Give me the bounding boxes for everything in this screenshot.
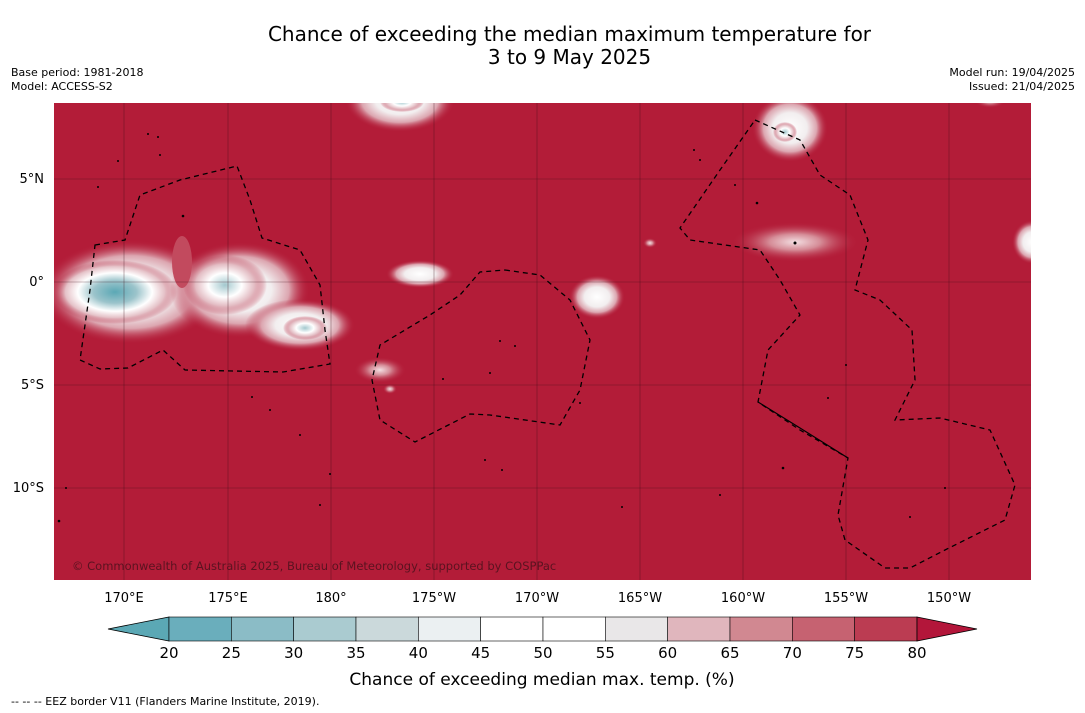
- colorbar-tick-labels: 20 25 30 35 40 45 50 55 60 65 70 75 80: [159, 644, 926, 662]
- meta-right: Model run: 19/04/2025 Issued: 21/04/2025: [949, 66, 1075, 94]
- colorbar-bin-75-80: [854, 616, 918, 642]
- lon-label-150w: 150°W: [927, 591, 971, 606]
- lat-label-5s: 5°S: [21, 378, 44, 393]
- meta-left: Base period: 1981-2018 Model: ACCESS-S2: [11, 66, 143, 94]
- anomaly-blob-teal-northeast: [773, 122, 797, 142]
- colorbar-bins: [168, 616, 918, 642]
- lon-label-175w: 175°W: [412, 591, 456, 606]
- issued-text: Issued: 21/04/2025: [968, 80, 1075, 93]
- colorbar-tick-35: 35: [346, 644, 365, 662]
- lon-label-175e: 175°E: [208, 591, 248, 606]
- colorbar-extend-high: [916, 616, 978, 642]
- model-text: Model: ACCESS-S2: [11, 80, 113, 93]
- lat-label-5n: 5°N: [20, 172, 45, 187]
- colorbar-bin-65-70: [729, 616, 793, 642]
- longitude-labels: 170°E 175°E 180° 175°W 170°W 165°W 160°W…: [104, 591, 971, 606]
- lat-label-10s: 10°S: [13, 481, 44, 496]
- colorbar-extend-low: [107, 616, 170, 642]
- colorbar-title: Chance of exceeding median max. temp. (%…: [349, 670, 734, 690]
- colorbar: 20 25 30 35 40 45 50 55 60 65 70 75 80 Chance of exc…: [107, 616, 978, 690]
- anomaly-field: © Commonwealth of Australia 2025, Bureau…: [54, 103, 1031, 580]
- colorbar-bin-55-60: [605, 616, 668, 642]
- colorbar-bin-70-75: [792, 616, 855, 642]
- graticule: [54, 103, 1031, 580]
- lon-label-170e: 170°E: [104, 591, 144, 606]
- map-title-line1: Chance of exceeding the median maximum t…: [267, 22, 872, 46]
- lon-label-165w: 165°W: [618, 591, 662, 606]
- colorbar-tick-50: 50: [533, 644, 552, 662]
- base-period-text: Base period: 1981-2018: [11, 66, 144, 79]
- eez-borders: [79, 119, 1016, 569]
- eez-footnote: -- -- -- EEZ border V11 (Flanders Marine…: [11, 695, 320, 708]
- island-markers: [57, 133, 946, 523]
- lon-label-170w: 170°W: [515, 591, 559, 606]
- colorbar-bin-60-65: [667, 616, 731, 642]
- colorbar-bin-25-30: [231, 616, 294, 642]
- anomaly-blob-pink-1: [354, 357, 406, 383]
- latitude-labels: 5°N 0° 5°S 10°S: [13, 172, 44, 496]
- anomaly-blob-edge-east: [1012, 220, 1031, 264]
- lon-label-155w: 155°W: [824, 591, 868, 606]
- colorbar-bin-50-55: [542, 616, 606, 642]
- anomaly-blob-top: [345, 103, 455, 132]
- map-title-line2: 3 to 9 May 2025: [487, 45, 652, 69]
- colorbar-tick-55: 55: [596, 644, 615, 662]
- colorbar-bin-35-40: [355, 616, 419, 642]
- model-run-text: Model run: 19/04/2025: [949, 66, 1075, 79]
- colorbar-bin-45-50: [480, 616, 544, 642]
- lon-label-160w: 160°W: [721, 591, 765, 606]
- colorbar-tick-75: 75: [845, 644, 864, 662]
- map-background: [54, 103, 1031, 580]
- anomaly-blob-teal-central: [183, 255, 267, 315]
- lat-label-0: 0°: [29, 275, 44, 290]
- anomaly-blob-pink-3: [643, 238, 657, 248]
- colorbar-tick-20: 20: [159, 644, 178, 662]
- colorbar-bin-20-25: [168, 616, 232, 642]
- anomaly-red-intrusion: [172, 236, 192, 288]
- colorbar-tick-70: 70: [783, 644, 802, 662]
- colorbar-tick-30: 30: [284, 644, 303, 662]
- colorbar-tick-65: 65: [720, 644, 739, 662]
- colorbar-tick-40: 40: [409, 644, 428, 662]
- colorbar-bin-40-45: [418, 616, 481, 642]
- anomaly-blob-eq-2: [569, 275, 625, 319]
- colorbar-tick-45: 45: [471, 644, 490, 662]
- anomaly-blob-pink-4: [975, 103, 1005, 108]
- colorbar-tick-60: 60: [658, 644, 677, 662]
- anomaly-blob-eq-1: [386, 260, 454, 288]
- anomaly-blob-teal-south: [283, 316, 327, 340]
- lon-label-180: 180°: [315, 591, 346, 606]
- copyright-text: © Commonwealth of Australia 2025, Bureau…: [72, 559, 556, 573]
- eez-solid-segment: [757, 401, 849, 459]
- colorbar-tick-25: 25: [222, 644, 241, 662]
- anomaly-blob-teal-west: [54, 260, 177, 324]
- colorbar-bin-30-35: [293, 616, 357, 642]
- anomaly-blob-pink-2: [383, 384, 397, 394]
- colorbar-tick-80: 80: [907, 644, 926, 662]
- anomaly-blob-teal-top: [380, 103, 424, 112]
